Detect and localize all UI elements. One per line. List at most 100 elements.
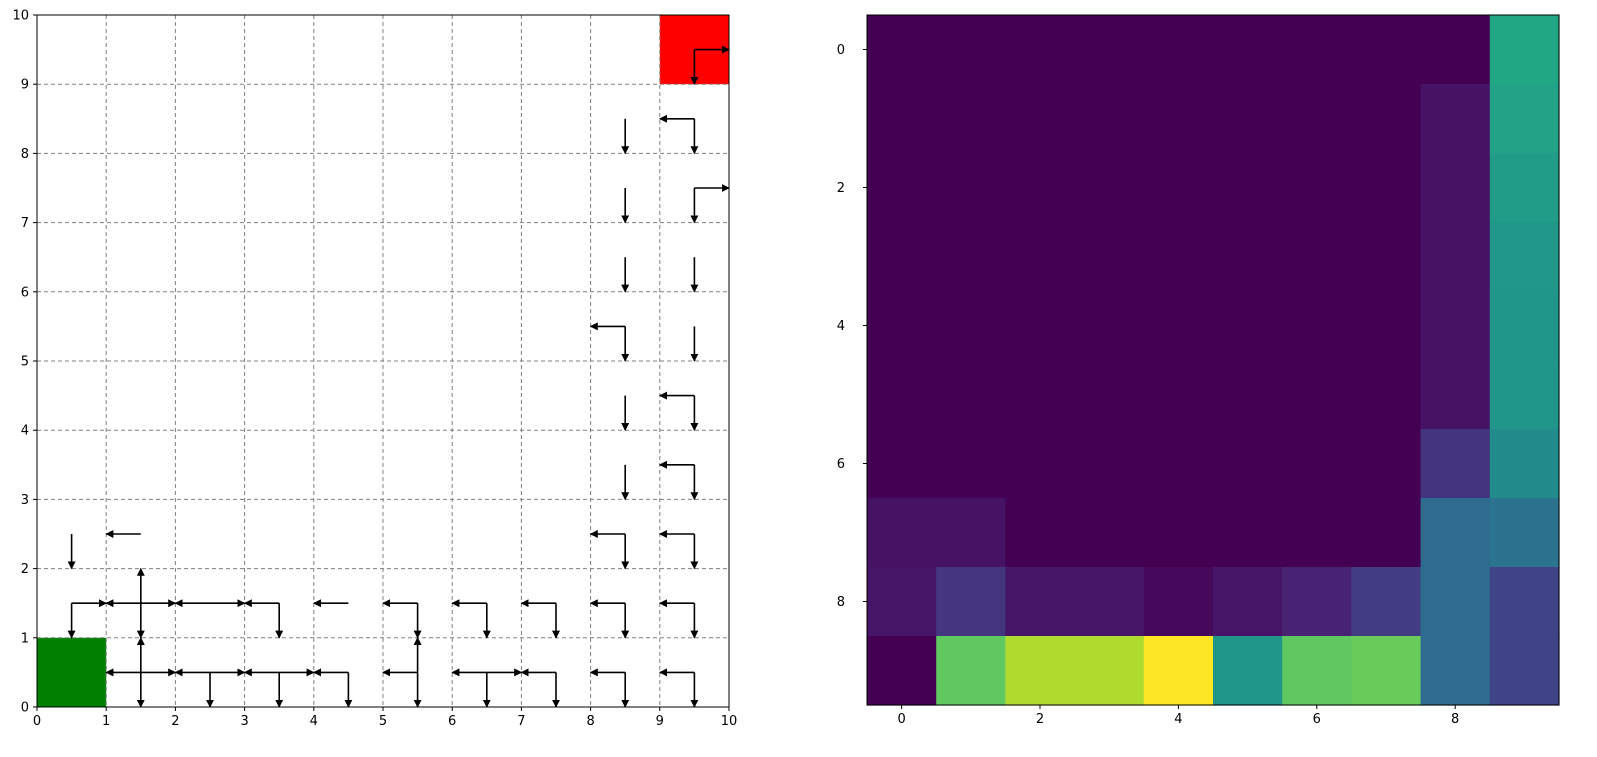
heatmap-cell (1489, 153, 1560, 223)
heatmap-cell (1213, 291, 1283, 361)
start-cell (37, 637, 107, 707)
heatmap-cell (1351, 222, 1422, 292)
heatmap-cell (936, 15, 1006, 85)
heatmap-cell (867, 567, 937, 637)
heatmap-cell (1143, 360, 1214, 430)
heatmap-cell (1005, 15, 1076, 85)
y-tick-label: 6 (21, 285, 29, 300)
y-tick-label: 8 (21, 147, 29, 162)
heatmap-cell (1489, 291, 1560, 361)
heatmap-cell (936, 429, 1006, 499)
heatmap-cell (1143, 153, 1214, 223)
x-tick-label: 6 (448, 714, 456, 729)
heatmap-cell (936, 360, 1006, 430)
y-tick-label: 3 (21, 493, 29, 508)
x-tick-label: 8 (586, 714, 594, 729)
x-tick-label: 0 (33, 714, 41, 729)
heatmap-cell (1005, 636, 1076, 706)
heatmap-cell (1351, 636, 1422, 706)
heatmap-cell (1420, 84, 1491, 154)
heatmap-cell (1213, 360, 1283, 430)
heatmap-cell (1213, 222, 1283, 292)
heatmap-cell (1420, 567, 1491, 637)
x-tick-label: 9 (656, 714, 664, 729)
heatmap-cell (1143, 636, 1214, 706)
heatmap-x-tick-label: 2 (1036, 712, 1044, 727)
x-tick-label: 1 (102, 714, 110, 729)
heatmap-cell (1351, 153, 1422, 223)
heatmap-cell (867, 15, 937, 85)
heatmap-cell (1143, 291, 1214, 361)
heatmap-cell (1351, 498, 1422, 568)
y-tick-label: 5 (21, 355, 29, 370)
heatmap-cell (936, 153, 1006, 223)
heatmap-y-tick-label: 8 (837, 595, 845, 610)
heatmap-cell (1282, 291, 1352, 361)
heatmap-cell (1074, 360, 1145, 430)
heatmap-cell (1074, 567, 1145, 637)
heatmap-y-tick-label: 6 (837, 457, 845, 472)
heatmap-cell (1489, 429, 1560, 499)
heatmap-cell (1005, 567, 1076, 637)
heatmap-cell (867, 429, 937, 499)
heatmap-cell (1074, 15, 1145, 85)
heatmap-y-tick-label: 2 (837, 181, 845, 196)
heatmap-frame (866, 14, 1560, 706)
heatmap-cell (867, 84, 937, 154)
x-tick-label: 5 (379, 714, 387, 729)
heatmap-cell (1074, 84, 1145, 154)
heatmap-cell (936, 567, 1006, 637)
heatmap-cell (1005, 498, 1076, 568)
heatmap-cell (1074, 498, 1145, 568)
y-tick-label: 7 (21, 216, 29, 231)
heatmap-cell (867, 360, 937, 430)
heatmap-cell (1351, 84, 1422, 154)
heatmap-x-tick-label: 6 (1313, 712, 1321, 727)
heatmap-cell (1282, 153, 1352, 223)
heatmap-cell (1489, 84, 1560, 154)
heatmap-cell (1282, 567, 1352, 637)
heatmap-cell (867, 222, 937, 292)
y-tick-label: 2 (21, 562, 29, 577)
heatmap-cell (1213, 153, 1283, 223)
x-tick-label: 2 (171, 714, 179, 729)
y-tick-label: 9 (21, 78, 29, 93)
policy-grid-chart: 0 1 2 3 4 5 6 7 8 9 10 0 1 2 3 4 5 6 7 8 9 10 (12, 9, 737, 730)
heatmap-cell (1074, 429, 1145, 499)
heatmap-cell (1005, 153, 1076, 223)
heatmap-cell (1213, 498, 1283, 568)
heatmap-cell (1282, 15, 1352, 85)
heatmap-cell (1489, 360, 1560, 430)
heatmap-cell (1282, 222, 1352, 292)
heatmap-cell (1074, 153, 1145, 223)
heatmap-cell (1213, 84, 1283, 154)
heatmap-y-tick-label: 0 (837, 43, 845, 58)
y-tick-label: 4 (21, 424, 29, 439)
heatmap-cell (1351, 360, 1422, 430)
heatmap-cell (1489, 567, 1560, 637)
heatmap-cell (1074, 291, 1145, 361)
heatmap-cell (1143, 84, 1214, 154)
heatmap-cell (1420, 360, 1491, 430)
heatmap-cell (867, 498, 937, 568)
heatmap-cell (1420, 15, 1491, 85)
heatmap-cell (1351, 15, 1422, 85)
heatmap-cell (1074, 222, 1145, 292)
heatmap-cell (1005, 84, 1076, 154)
heatmap-cell (1351, 567, 1422, 637)
heatmap-cell (1420, 291, 1491, 361)
x-tick-label: 3 (240, 714, 248, 729)
heatmap-cell (1282, 636, 1352, 706)
heatmap-cell (1143, 567, 1214, 637)
heatmap-cell (867, 153, 937, 223)
heatmap-cell (1143, 498, 1214, 568)
heatmap-cell (1489, 15, 1560, 85)
heatmap-x-tick-label: 8 (1451, 712, 1459, 727)
x-tick-label: 7 (517, 714, 525, 729)
heatmap-x-tick-label: 4 (1174, 712, 1182, 727)
x-tick-label: 10 (721, 714, 738, 729)
heatmap-cell (1143, 222, 1214, 292)
heatmap-cell (1005, 429, 1076, 499)
